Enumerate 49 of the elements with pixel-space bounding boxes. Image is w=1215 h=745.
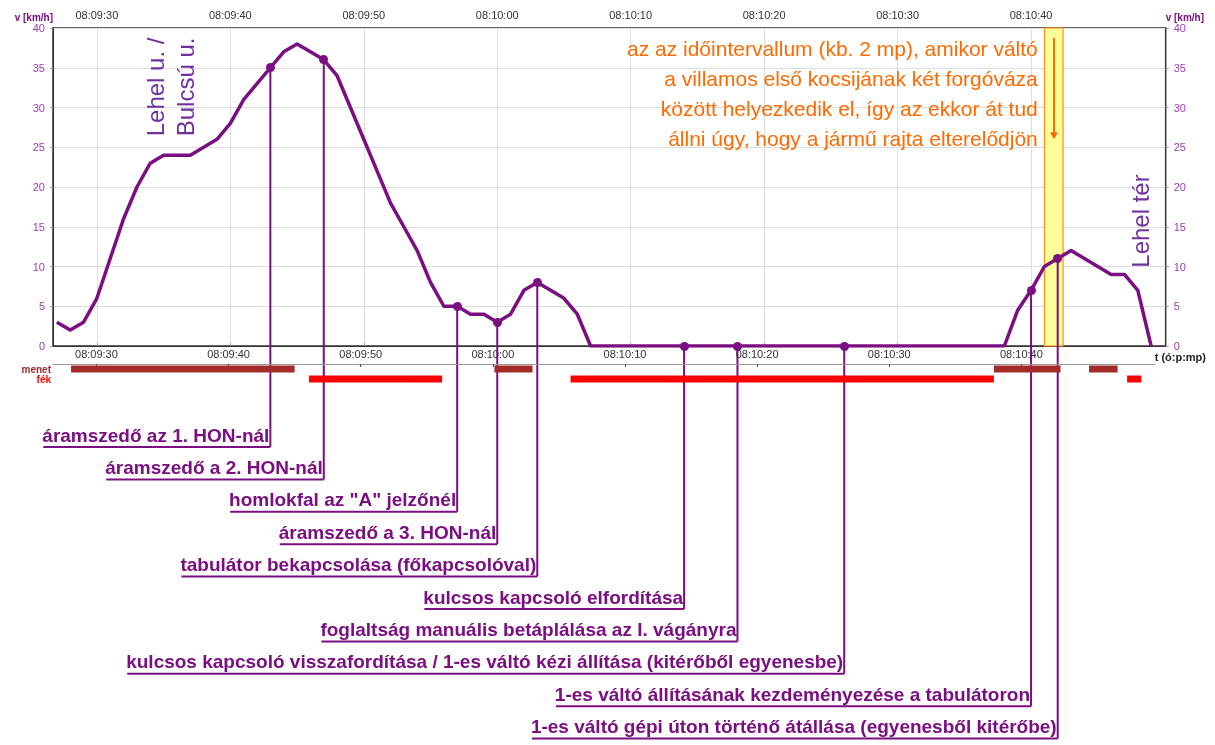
y2-tick-label: 20: [1173, 181, 1186, 193]
y-tick-label: 5: [38, 300, 45, 313]
annotation: Lehel u. / Bulcsú u.: [141, 37, 199, 137]
annotation: kulcsos kapcsoló visszafordítása / 1-es váltó kézi állítása (kitérőből egyenesbe): [126, 651, 844, 673]
y2-tick-label: 35: [1173, 61, 1186, 74]
x-tick-label: 08:10:30: [876, 8, 919, 21]
y-tick-label: menet: [21, 363, 52, 375]
annotation: foglaltság manuális betáplálása az I. vágányra: [320, 618, 737, 640]
band-label: az az időintervallum (kb. 2 mp), amikor váltó a villamos első kocsijának két forgóváza között helyezkedik el, így az ekkor át tud állni úgy, hogy a jármű rajta elterelődjön: [626, 36, 1039, 150]
y-axis-title: v [km/h]: [14, 11, 53, 23]
x-tick-label: 08:10:40: [1009, 8, 1053, 21]
x-tick-label: 08:09:50: [339, 347, 383, 360]
x-axis-title: t (ó:p:mp): [1154, 350, 1207, 363]
y2-tick-label: 10: [1173, 260, 1186, 273]
x-tick-label: 08:10:20: [742, 8, 786, 21]
annotation: áramszedő a 3. HON-nál: [278, 521, 497, 543]
annotation: áramszedő az 1. HON-nál: [42, 424, 270, 446]
annotation: Lehel tér: [1126, 174, 1154, 268]
x-tick-label: 08:09:40: [207, 347, 250, 360]
y-tick-label: 25: [32, 141, 45, 154]
x-tick-label: 08:09:50: [342, 8, 386, 21]
y2-tick-label: 25: [1173, 141, 1186, 154]
y-tick-label: 20: [32, 181, 45, 193]
y2-axis-title: v [km/h]: [1165, 11, 1204, 23]
x-tick-label: 08:09:30: [75, 8, 119, 21]
x-tick-label: 08:09:30: [75, 347, 118, 360]
annotation: kulcsos kapcsoló elfordítása: [423, 586, 684, 608]
annotation: 1-es váltó gépi úton történő átállása (egyenesből kitérőbe): [530, 716, 1057, 738]
annotation: tabulátor bekapcsolása (főkapcsolóval): [180, 554, 537, 576]
annotation: 1-es váltó állításának kezdeményezése a tabulátoron: [554, 683, 1031, 705]
annotation: homlokfal az "A" jelzőnél: [229, 489, 457, 511]
x-tick-label: 08:09:40: [208, 8, 252, 21]
y-tick-label: 15: [32, 220, 45, 233]
y2-tick-label: 0: [1173, 340, 1180, 352]
y-tick-label: 35: [32, 61, 45, 74]
y2-tick-label: 40: [1173, 22, 1186, 34]
y-tick-label: fék: [36, 373, 52, 385]
y2-tick-label: 30: [1173, 101, 1186, 114]
y-tick-label: 10: [32, 260, 45, 273]
y2-tick-label: 15: [1173, 220, 1186, 233]
y-tick-label: 30: [32, 101, 45, 114]
x-tick-label: 08:10:00: [475, 8, 519, 21]
y2-tick-label: 5: [1173, 300, 1180, 313]
y-tick-label: 0: [38, 340, 45, 352]
x-tick-label: 08:10:30: [867, 347, 911, 360]
x-tick-label: 08:10:10: [603, 347, 647, 360]
annotation: áramszedő a 2. HON-nál: [105, 456, 323, 478]
y-tick-label: 40: [32, 22, 45, 34]
x-tick-label: 08:10:10: [609, 8, 653, 21]
